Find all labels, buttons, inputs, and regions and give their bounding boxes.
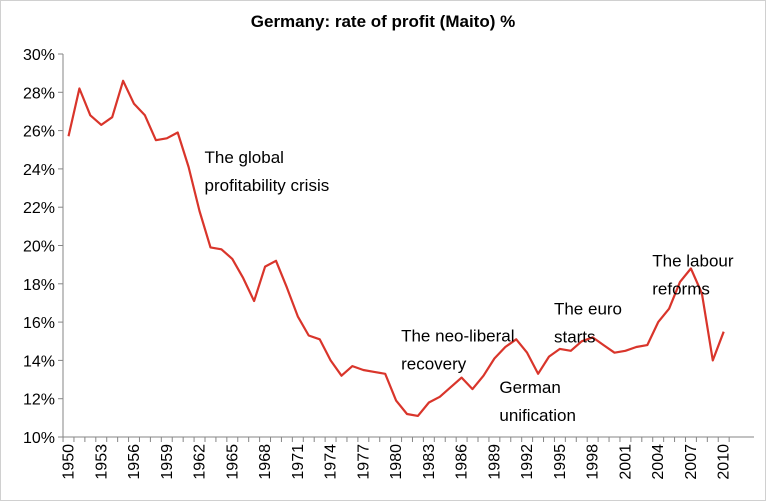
y-tick-label: 20% (23, 239, 55, 256)
annotation-label: starts (554, 327, 596, 346)
x-tick-label: 1950 (61, 444, 78, 480)
annotation-label: The euro (554, 299, 622, 318)
annotation-label: The global (205, 148, 284, 167)
annotation-label: The labour (652, 252, 734, 271)
annotation-label: The neo-liberal (401, 326, 514, 345)
y-tick-label: 12% (23, 392, 55, 409)
y-tick-label: 24% (23, 162, 55, 179)
x-tick-label: 2001 (617, 444, 634, 480)
x-tick-label: 1989 (486, 444, 503, 480)
x-tick-label: 1980 (388, 444, 405, 480)
y-axis-ticks: 10% 12% 14% 16% 18% 20% 22% 24% 26% 28% 30% (23, 47, 63, 447)
x-tick-label: 1959 (159, 444, 176, 480)
annotation-label: German (499, 378, 560, 397)
x-tick-label: 1962 (192, 444, 209, 480)
x-tick-label: 1983 (421, 444, 438, 480)
x-tick-label: 2007 (683, 444, 700, 480)
x-tick-label: 1956 (126, 444, 143, 480)
y-tick-label: 28% (23, 85, 55, 102)
annotations: The global profitability crisis The neo-li… (205, 148, 734, 425)
annotation-label: unification (499, 406, 576, 425)
x-tick-label: 1992 (519, 444, 536, 480)
y-tick-label: 14% (23, 353, 55, 370)
x-tick-label: 1968 (257, 444, 274, 480)
series-group (67, 79, 725, 417)
annotation-label: reforms (652, 280, 710, 299)
y-tick-label: 10% (23, 430, 55, 447)
x-axis-ticks: 1950 1953 1956 1959 1962 1965 1968 1971 1974 1977… (61, 437, 733, 480)
series-line (67, 79, 725, 417)
axes (62, 54, 754, 438)
x-tick-label: 1974 (323, 444, 340, 480)
y-tick-label: 18% (23, 277, 55, 294)
annotation-label: recovery (401, 354, 467, 373)
x-tick-label: 2010 (716, 444, 733, 480)
x-tick-label: 1977 (355, 444, 372, 480)
y-tick-label: 30% (23, 47, 55, 64)
x-tick-label: 2004 (650, 444, 667, 480)
x-tick-label: 1971 (290, 444, 307, 480)
y-tick-label: 22% (23, 200, 55, 217)
x-tick-label: 1986 (454, 444, 471, 480)
x-tick-label: 1995 (552, 444, 569, 480)
chart-title: Germany: rate of profit (Maito) % (250, 12, 516, 31)
x-tick-label: 1965 (224, 444, 241, 480)
annotation-label: profitability crisis (205, 176, 330, 195)
x-tick-label: 1998 (585, 444, 602, 480)
x-tick-label: 1953 (93, 444, 110, 480)
y-tick-label: 26% (23, 124, 55, 141)
y-tick-label: 16% (23, 315, 55, 332)
